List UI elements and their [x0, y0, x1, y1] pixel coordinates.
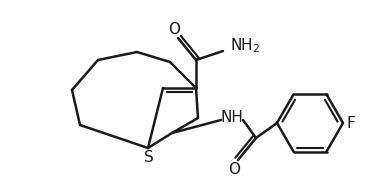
Text: O: O — [168, 21, 180, 36]
Text: O: O — [228, 161, 240, 177]
Text: S: S — [144, 151, 154, 165]
Text: NH: NH — [220, 111, 244, 126]
Text: F: F — [347, 115, 356, 130]
Text: NH$_2$: NH$_2$ — [230, 37, 260, 55]
